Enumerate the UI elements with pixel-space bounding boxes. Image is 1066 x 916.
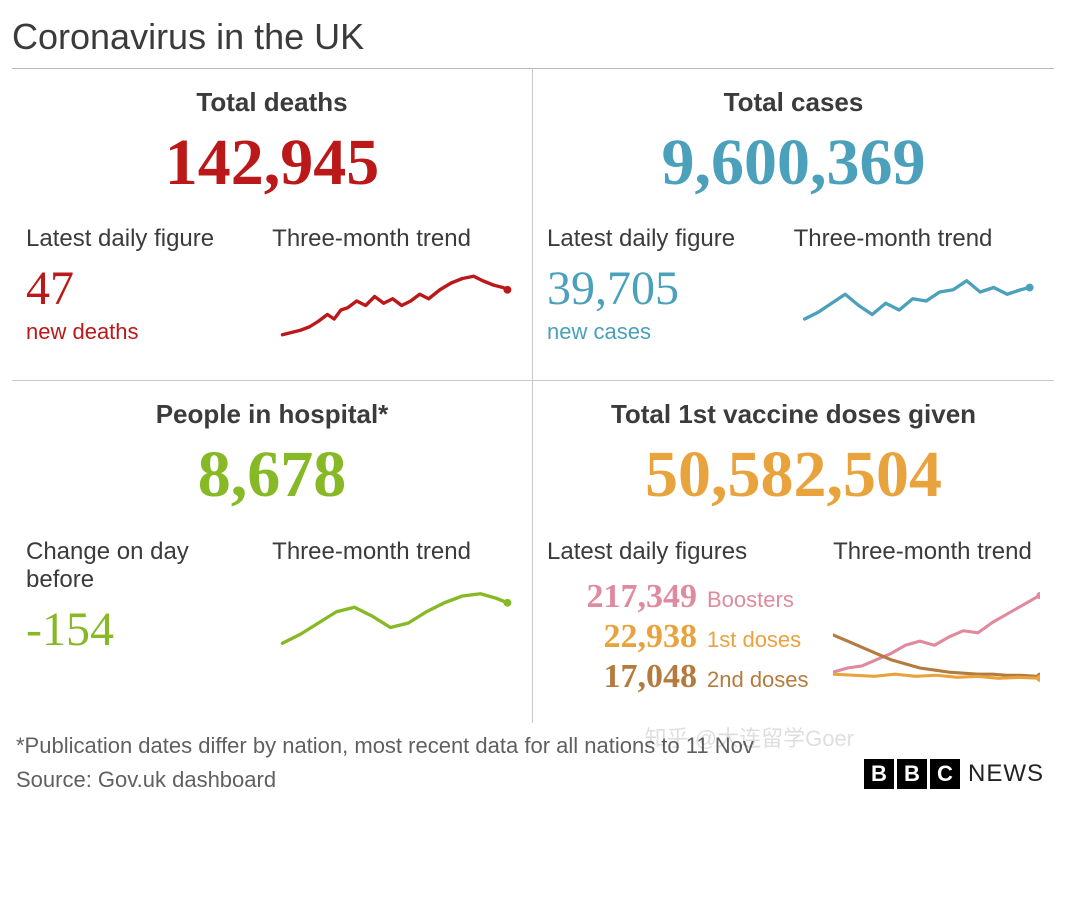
vaccine-breakdown-value: 217,349 bbox=[547, 578, 697, 616]
watermark: 知乎 @大连留学Goer bbox=[645, 721, 854, 753]
vaccine-breakdown-label: 2nd doses bbox=[707, 667, 809, 693]
hospital-trend-chart bbox=[272, 578, 518, 668]
cases-total: 9,600,369 bbox=[547, 128, 1040, 197]
deaths-latest-value: 47 bbox=[26, 265, 262, 313]
deaths-total: 142,945 bbox=[26, 128, 518, 197]
footer-note: *Publication dates differ by nation, mos… bbox=[16, 733, 1050, 759]
vaccine-breakdown-row: 217,349 Boosters bbox=[547, 578, 823, 616]
hospital-latest-value: -154 bbox=[26, 606, 262, 654]
bbc-logo: BBC NEWS bbox=[864, 759, 1044, 789]
vaccine-breakdown-value: 22,938 bbox=[547, 618, 697, 656]
hospital-total: 8,678 bbox=[26, 440, 518, 509]
deaths-title: Total deaths bbox=[26, 87, 518, 118]
vaccine-breakdown-value: 17,048 bbox=[547, 658, 697, 696]
vaccine-breakdown-row: 17,048 2nd doses bbox=[547, 658, 823, 696]
stats-grid: Total deaths 142,945 Latest daily figure… bbox=[12, 69, 1054, 723]
cases-trend-label: Three-month trend bbox=[794, 225, 1040, 253]
vaccines-latest-label: Latest daily figures bbox=[547, 538, 823, 566]
footer: *Publication dates differ by nation, mos… bbox=[12, 723, 1054, 793]
vaccine-breakdown-row: 22,938 1st doses bbox=[547, 618, 823, 656]
bbc-block-letter: B bbox=[897, 759, 927, 789]
panel-hospital: People in hospital* 8,678 Change on day … bbox=[12, 381, 533, 722]
vaccines-total: 50,582,504 bbox=[547, 440, 1040, 509]
bbc-news-text: NEWS bbox=[968, 760, 1044, 788]
deaths-trend-chart bbox=[272, 265, 518, 355]
vaccines-trend-chart bbox=[833, 578, 1040, 698]
panel-cases: Total cases 9,600,369 Latest daily figur… bbox=[533, 69, 1054, 381]
vaccines-trend-label: Three-month trend bbox=[833, 538, 1040, 566]
deaths-latest-label: Latest daily figure bbox=[26, 225, 262, 253]
hospital-trend-label: Three-month trend bbox=[272, 538, 518, 566]
bbc-block-letter: C bbox=[930, 759, 960, 789]
bbc-block-letter: B bbox=[864, 759, 894, 789]
page-title: Coronavirus in the UK bbox=[12, 10, 1054, 69]
cases-latest-caption: new cases bbox=[547, 319, 784, 345]
cases-latest-label: Latest daily figure bbox=[547, 225, 784, 253]
panel-vaccines: Total 1st vaccine doses given 50,582,504… bbox=[533, 381, 1054, 722]
vaccine-breakdown-label: 1st doses bbox=[707, 627, 801, 653]
hospital-latest-label: Change on day before bbox=[26, 538, 262, 594]
cases-title: Total cases bbox=[547, 87, 1040, 118]
deaths-trend-label: Three-month trend bbox=[272, 225, 518, 253]
vaccines-breakdown: 217,349 Boosters 22,938 1st doses 17,048 2nd … bbox=[547, 578, 823, 696]
vaccine-breakdown-label: Boosters bbox=[707, 587, 794, 613]
cases-trend-chart bbox=[794, 265, 1040, 355]
vaccines-title: Total 1st vaccine doses given bbox=[547, 399, 1040, 430]
cases-latest-value: 39,705 bbox=[547, 265, 784, 313]
deaths-latest-caption: new deaths bbox=[26, 319, 262, 345]
hospital-title: People in hospital* bbox=[26, 399, 518, 430]
panel-deaths: Total deaths 142,945 Latest daily figure… bbox=[12, 69, 533, 381]
